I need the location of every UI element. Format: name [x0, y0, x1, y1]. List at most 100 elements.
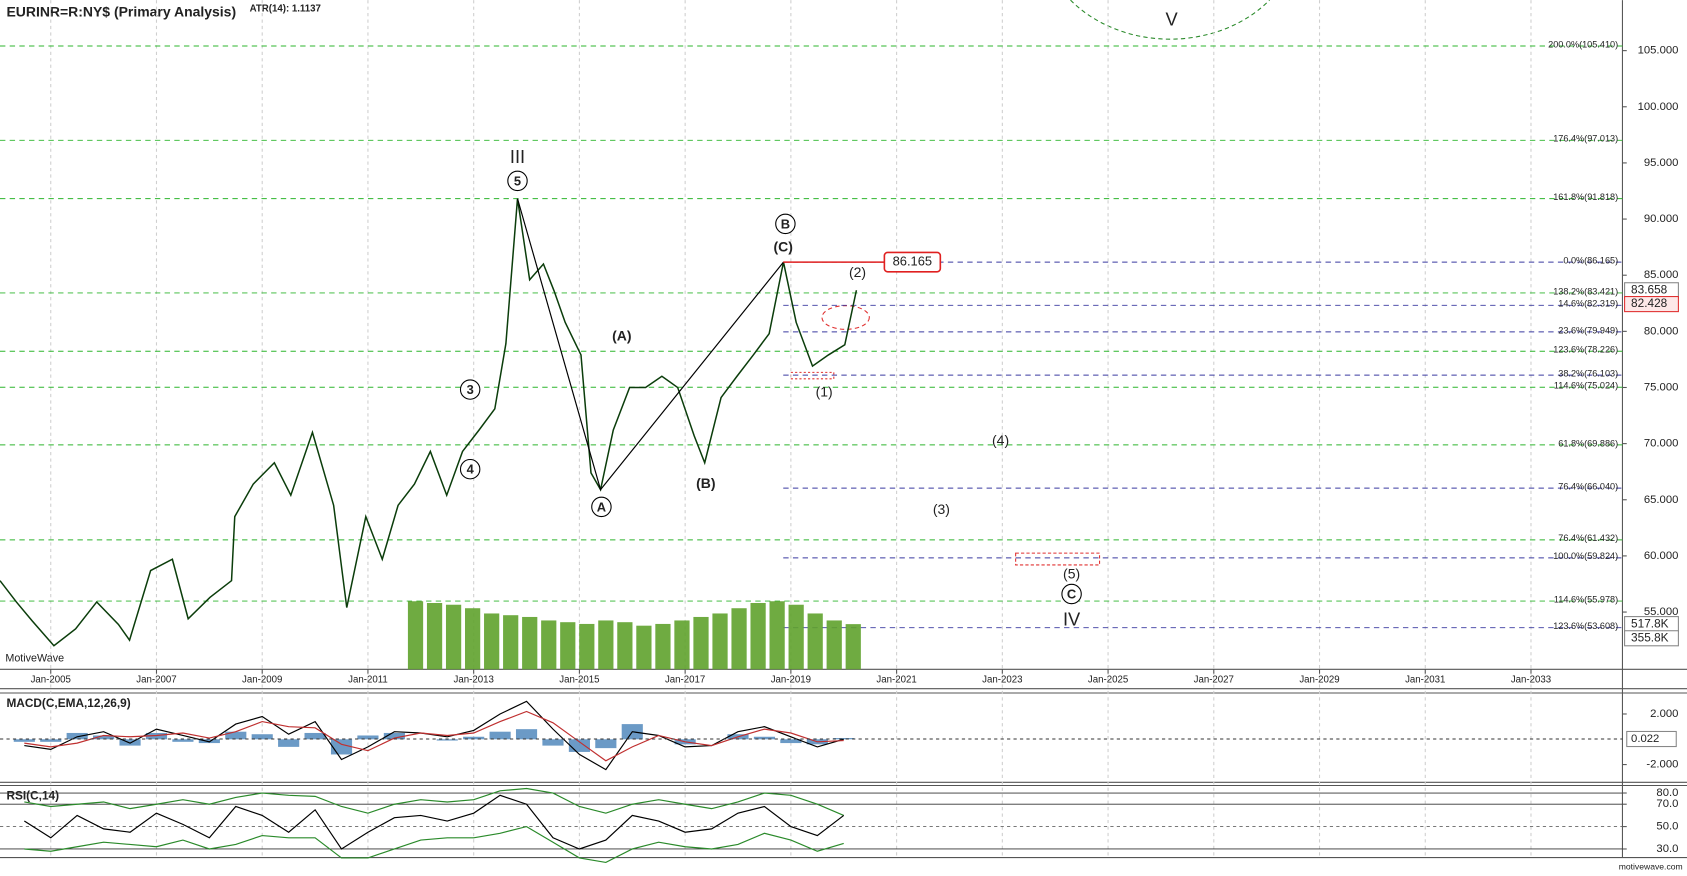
wave-label: (2)	[849, 264, 866, 280]
panel-title: RSI(C,14)	[6, 788, 59, 802]
bar	[807, 613, 823, 670]
level-label: 23.6%(79.949)	[1558, 325, 1618, 335]
wave-label: A	[597, 499, 606, 514]
bar	[93, 735, 115, 740]
wave-label: 3	[467, 382, 474, 397]
y-tick-label: 60.000	[1644, 550, 1679, 562]
bar	[13, 739, 35, 742]
bar	[251, 734, 273, 740]
x-tick-label: Jan-2007	[136, 675, 176, 686]
bar	[119, 739, 141, 746]
bar	[753, 736, 776, 740]
volume-marker-label: 355.8K	[1631, 630, 1669, 644]
wave-label: IV	[1063, 609, 1081, 630]
x-tick-label: Jan-2005	[31, 675, 71, 686]
wave-label: (4)	[992, 432, 1009, 448]
bar	[712, 613, 728, 670]
volume-marker	[1624, 630, 1679, 647]
y-tick-label: 80.0	[1656, 787, 1678, 799]
bar	[383, 732, 405, 740]
wave-label: III	[510, 146, 525, 167]
bar	[489, 731, 511, 740]
level-label: 200.0%(105.410)	[1548, 39, 1618, 49]
series-line	[24, 700, 844, 771]
subtitle: ATR(14): 1.1137	[250, 3, 321, 14]
wave-circle	[1061, 583, 1082, 605]
x-tick-label: Jan-2011	[348, 675, 388, 686]
level-label: 76.4%(66.040)	[1558, 481, 1618, 491]
wave-label: (C)	[774, 238, 793, 254]
wave-label: 5	[514, 173, 521, 188]
bar	[503, 615, 519, 670]
x-tick-label: Jan-2015	[559, 675, 599, 686]
bar	[826, 620, 842, 670]
bar	[357, 735, 379, 740]
x-tick-label: Jan-2019	[771, 675, 811, 686]
wave-label: B	[781, 216, 790, 231]
wave-label: (B)	[696, 475, 715, 491]
wave-label: C	[1067, 586, 1076, 601]
bar	[522, 616, 538, 670]
level-label: 123.6%(78.226)	[1553, 345, 1618, 355]
y-tick-label: 80.000	[1644, 325, 1679, 337]
chart-title: EURINR=R:NY$ (Primary Analysis)	[6, 4, 236, 20]
bar	[617, 622, 633, 670]
panel-title: MACD(C,EMA,12,26,9)	[6, 696, 130, 710]
bar	[484, 613, 500, 670]
bar	[445, 604, 462, 670]
bar	[595, 739, 617, 749]
series-line	[24, 825, 844, 864]
bar	[278, 739, 300, 747]
level-label: 100.0%(59.824)	[1553, 551, 1618, 561]
y-tick-label: 2.000	[1650, 708, 1678, 720]
level-label: 138.2%(83.421)	[1553, 286, 1618, 296]
bar	[769, 601, 785, 670]
wave-circle	[507, 170, 528, 192]
price-marker	[1624, 296, 1679, 313]
x-tick-label: Jan-2027	[1194, 675, 1234, 686]
level-label: 61.8%(69.886)	[1558, 438, 1618, 448]
y-tick-label: 70.0	[1656, 798, 1678, 810]
wave-circle	[459, 458, 481, 480]
bar	[788, 604, 804, 670]
y-tick-label: -2.000	[1646, 759, 1678, 771]
series-line	[24, 710, 844, 762]
target-box	[883, 251, 942, 273]
x-tick-label: Jan-2009	[242, 675, 282, 686]
last-value-box	[1626, 730, 1677, 748]
x-tick-label: Jan-2023	[982, 675, 1022, 686]
bar	[598, 620, 614, 670]
wave-label: (1)	[816, 384, 833, 400]
bar	[636, 625, 652, 670]
y-tick-label: 75.000	[1644, 381, 1679, 393]
x-tick-label: Jan-2033	[1511, 675, 1551, 686]
x-tick-label: Jan-2025	[1088, 675, 1128, 686]
bar	[541, 620, 557, 670]
bar	[579, 623, 595, 670]
level-label: 0.0%(86.165)	[1563, 255, 1618, 265]
bar	[560, 622, 576, 670]
wave-label: (3)	[933, 501, 950, 517]
bar	[515, 729, 538, 740]
bar	[780, 739, 802, 744]
bar	[66, 732, 88, 740]
y-tick-label: 105.000	[1638, 45, 1679, 57]
y-tick-label: 95.000	[1644, 157, 1679, 169]
bar	[330, 739, 353, 755]
footer: motivewave.com	[1619, 862, 1683, 872]
price-marker-label: 82.428	[1631, 296, 1668, 310]
bar	[833, 738, 855, 740]
x-tick-label: Jan-2013	[454, 675, 494, 686]
y-tick-label: 55.000	[1644, 606, 1679, 618]
bar	[463, 736, 485, 740]
y-tick-label: 70.000	[1644, 438, 1679, 450]
level-label: 123.6%(53.608)	[1553, 621, 1618, 631]
last-value-label: 0.022	[1631, 733, 1659, 745]
level-label: 14.6%(82.319)	[1558, 299, 1618, 309]
wave-circle	[459, 379, 481, 400]
bar	[426, 602, 443, 670]
x-tick-label: Jan-2021	[876, 675, 916, 686]
bar	[731, 608, 747, 670]
level-label: 161.8%(91.818)	[1553, 192, 1618, 202]
